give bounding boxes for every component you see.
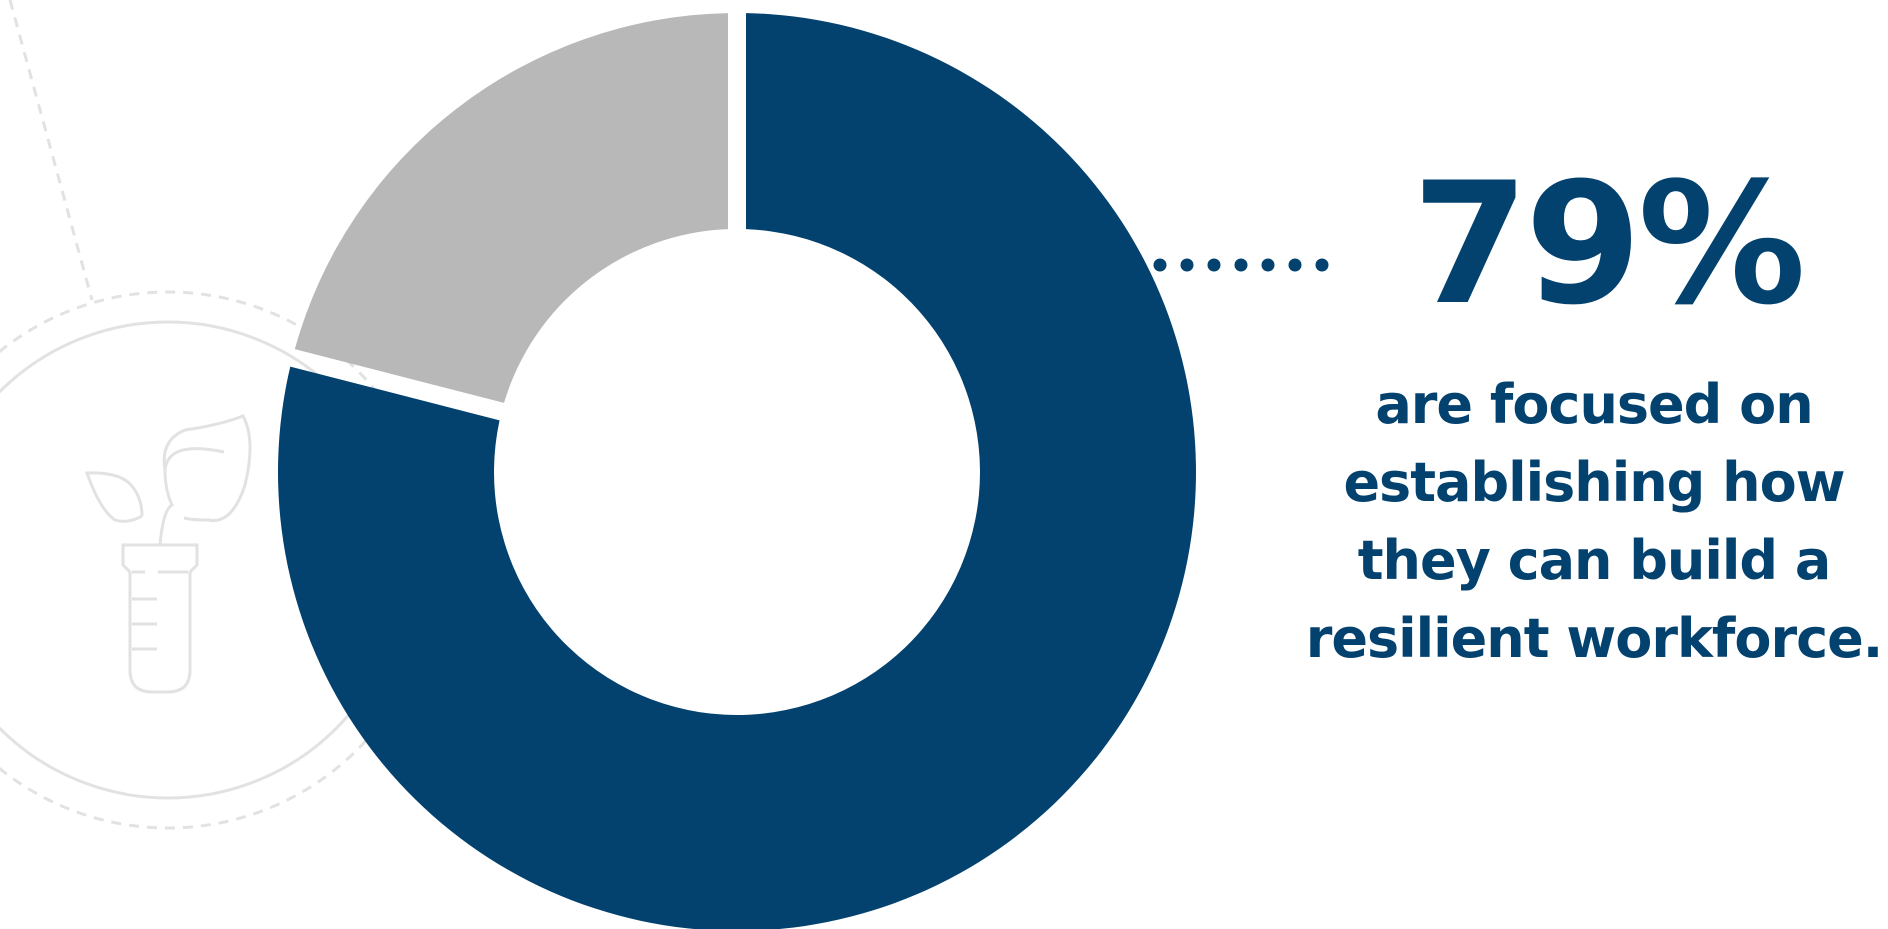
caption-line: are focused on [1375,373,1813,436]
donut-slice-primary [278,13,1197,929]
plant-leaf-right [162,414,252,523]
donut-slice-remainder [294,13,729,403]
plant-leaf-left [84,471,144,523]
test-tube-shape [121,543,199,694]
donut-chart [278,13,1197,929]
caption: are focused on establishing how they can… [1300,366,1888,678]
plant-stem [158,447,225,546]
callout: 79% are focused on establishing how they… [1300,160,1888,678]
decor-dashed-line [8,0,94,301]
big-stat-value: 79% [1411,146,1806,342]
decor-dashed-circle [0,290,420,830]
caption-line: they can build a [1357,529,1832,592]
caption-line: resilient workforce. [1305,607,1884,670]
caption-line: establishing how [1343,451,1845,514]
